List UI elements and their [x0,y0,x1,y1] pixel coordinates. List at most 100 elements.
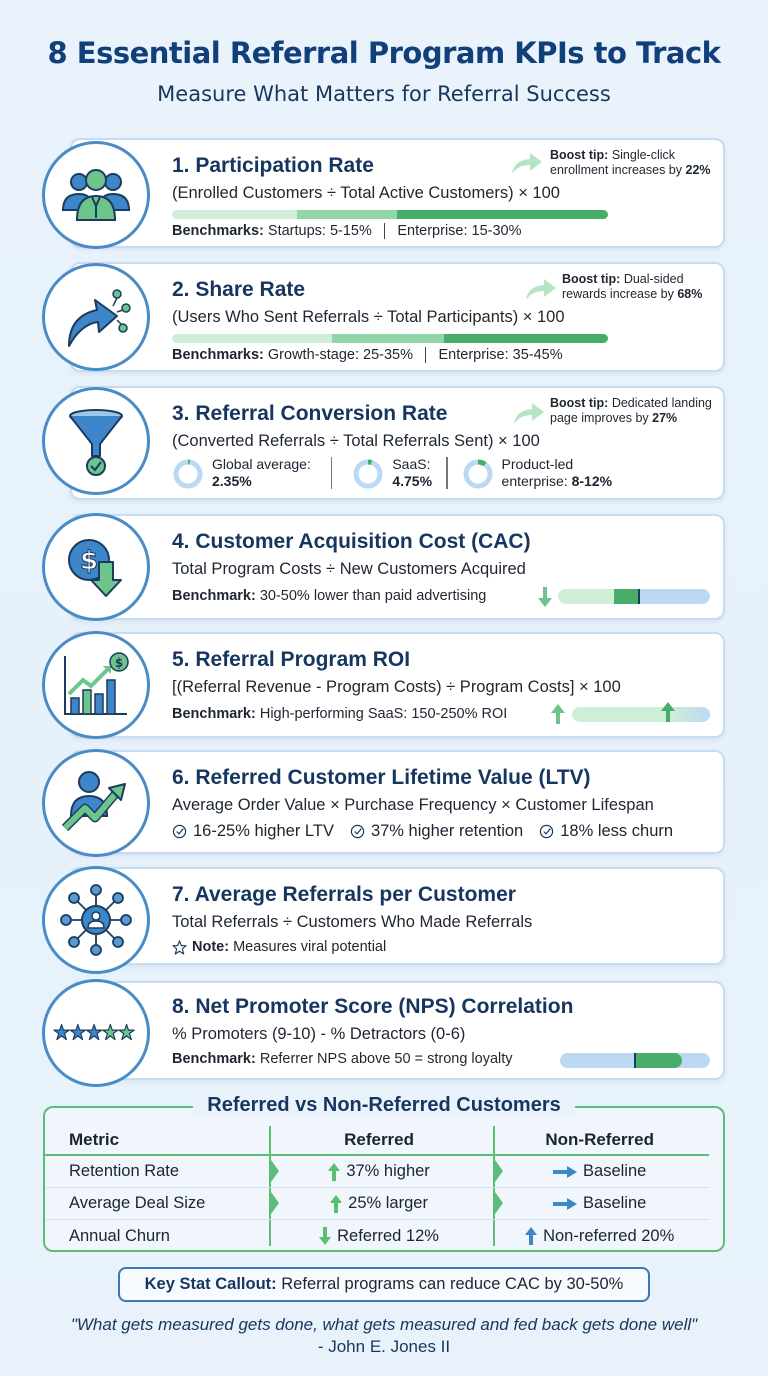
nps-benchmark-bar [560,1053,710,1068]
comparison-title: Referred vs Non-Referred Customers [193,1094,575,1116]
key-stat-callout: Key Stat Callout: Referral programs can … [118,1267,650,1302]
kpi-3-icon-badge [42,387,150,495]
right-arrow-icon [553,1165,578,1178]
kpi-2-icon-badge [42,263,150,371]
kpi-title: 6. Referred Customer Lifetime Value (LTV… [172,766,591,789]
stat-global-average: Global average: 2.35% [172,456,311,490]
table-header-row: Metric Referred Non-Referred [45,1126,709,1156]
kpi-formula: (Converted Referrals ÷ Total Referrals S… [172,432,540,450]
down-arrow-icon [538,587,552,607]
kpi-5-icon-badge: $ [42,631,150,739]
kpi-8-icon-badge [42,979,150,1087]
kpi-1-icon-badge [42,141,150,249]
stat-product-led: Product-led enterprise: 8-12% [462,456,612,490]
dollar-down-icon: $ [68,539,122,597]
donut-chart-icon [463,459,493,489]
up-arrow-icon [661,702,675,722]
kpi-benchmark: Benchmark: High-performing SaaS: 150-250… [172,706,508,722]
benchmark-progress-bar [172,210,608,219]
kpi-formula: % Promoters (9-10) - % Detractors (0-6) [172,1025,466,1043]
stat-saas: SaaS: 4.75% [352,456,432,490]
cac-comparison-bar [558,589,710,604]
table-row: Retention Rate 37% higher Baseline [45,1156,709,1188]
kpi-card-ltv: 6. Referred Customer Lifetime Value (LTV… [70,750,725,854]
kpi-formula: Total Referrals ÷ Customers Who Made Ref… [172,913,533,931]
boost-arrow-icon [526,279,556,300]
page-subtitle: Measure What Matters for Referral Succes… [157,82,611,106]
roi-benchmark-bar [572,707,710,722]
kpi-formula: Average Order Value × Purchase Frequency… [172,796,654,814]
column-header: Non-Referred [545,1130,654,1149]
svg-text:$: $ [115,656,123,670]
kpi-7-icon-badge [42,866,150,974]
row-marker-icon [271,1192,279,1214]
person-trend-icon [61,771,126,832]
growth-chart-icon: $ [64,652,129,715]
up-arrow-icon [525,1227,538,1245]
people-group-icon [61,169,131,221]
kpi-card-avg-referrals: 7. Average Referrals per Customer Total … [70,867,725,965]
check-circle-icon [350,824,365,839]
conversion-stats: Global average: 2.35% SaaS: 4.75% Product-… [172,456,612,490]
check-circle-icon [540,824,554,839]
table-row: Annual Churn Referred 12% Non-referred 2… [69,1226,675,1245]
share-arrow-icon [68,289,131,347]
kpi-card-cac: 4. Customer Acquisition Cost (CAC) Total… [70,514,725,620]
column-header: Metric [69,1130,120,1149]
kpi-benchmarks: Benchmarks: Startups: 5-15% Enterprise: 1… [172,223,522,240]
kpi-title: 4. Customer Acquisition Cost (CAC) [172,530,531,553]
down-arrow-icon [319,1227,332,1245]
quote-text: "What gets measured gets done, what gets… [70,1315,698,1334]
highlight-item: 18% less churn [539,822,673,841]
five-stars-icon [53,1023,135,1041]
boost-arrow-icon [512,153,542,174]
kpi-note: Note: Measures viral potential [172,939,386,955]
column-divider [269,1126,271,1246]
up-arrow-icon [328,1162,341,1181]
kpi-benchmarks: Benchmarks: Growth-stage: 25-35% Enterpri… [172,347,563,364]
kpi-title: 8. Net Promoter Score (NPS) Correlation [172,995,574,1018]
boost-tip: Boost tip: Dedicated landing page improv… [550,396,712,425]
table-row: Average Deal Size 25% larger Baseline [45,1188,709,1220]
kpi-card-nps: 8. Net Promoter Score (NPS) Correlation … [70,981,725,1080]
kpi-formula: (Users Who Sent Referrals ÷ Total Partic… [172,308,565,326]
network-hub-icon [60,884,132,956]
up-arrow-icon [330,1194,343,1213]
kpi-card-participation-rate: 1. Participation Rate (Enrolled Customer… [70,138,725,248]
right-arrow-icon [553,1197,578,1210]
kpi-card-share-rate: 2. Share Rate (Users Who Sent Referrals … [70,262,725,372]
kpi-title: 7. Average Referrals per Customer [172,883,516,906]
kpi-title: 1. Participation Rate [172,154,374,177]
column-divider [493,1126,495,1246]
page-title: 8 Essential Referral Program KPIs to Tra… [47,36,721,70]
kpi-title: 5. Referral Program ROI [172,648,411,671]
kpi-4-icon-badge: $ [42,513,150,621]
kpi-benchmark: Benchmark: Referrer NPS above 50 = stron… [172,1051,513,1067]
quote-author: - John E. Jones II [317,1337,451,1356]
benchmark-progress-bar [172,334,608,343]
kpi-card-roi: 5. Referral Program ROI [(Referral Reven… [70,632,725,738]
highlight-item: 37% higher retention [350,822,523,841]
comparison-table: Referred vs Non-Referred Customers Metri… [43,1094,725,1252]
up-arrow-icon [551,704,565,724]
donut-chart-icon [173,459,203,489]
funnel-check-icon [69,409,123,476]
check-circle-icon [172,824,187,839]
star-outline-icon [172,939,187,955]
kpi-formula: (Enrolled Customers ÷ Total Active Custo… [172,184,560,202]
kpi-6-icon-badge [42,749,150,857]
kpi-formula: [(Referral Revenue - Program Costs) ÷ Pr… [172,678,621,696]
row-marker-icon [495,1192,503,1214]
kpi-title: 2. Share Rate [172,278,306,301]
svg-text:$: $ [80,546,98,576]
kpi-title: 3. Referral Conversion Rate [172,402,448,425]
kpi-benchmark: Benchmark: 30-50% lower than paid advert… [172,588,487,604]
donut-chart-icon [353,459,383,489]
highlight-item: 16-25% higher LTV [172,822,334,841]
ltv-highlights: 16-25% higher LTV 37% higher retention 1… [172,822,673,841]
column-header: Referred [344,1130,415,1149]
boost-tip: Boost tip: Single-click enrollment incre… [550,148,711,177]
boost-tip: Boost tip: Dual-sided rewards increase b… [562,272,703,301]
row-marker-icon [495,1160,503,1182]
boost-arrow-icon [514,403,544,424]
